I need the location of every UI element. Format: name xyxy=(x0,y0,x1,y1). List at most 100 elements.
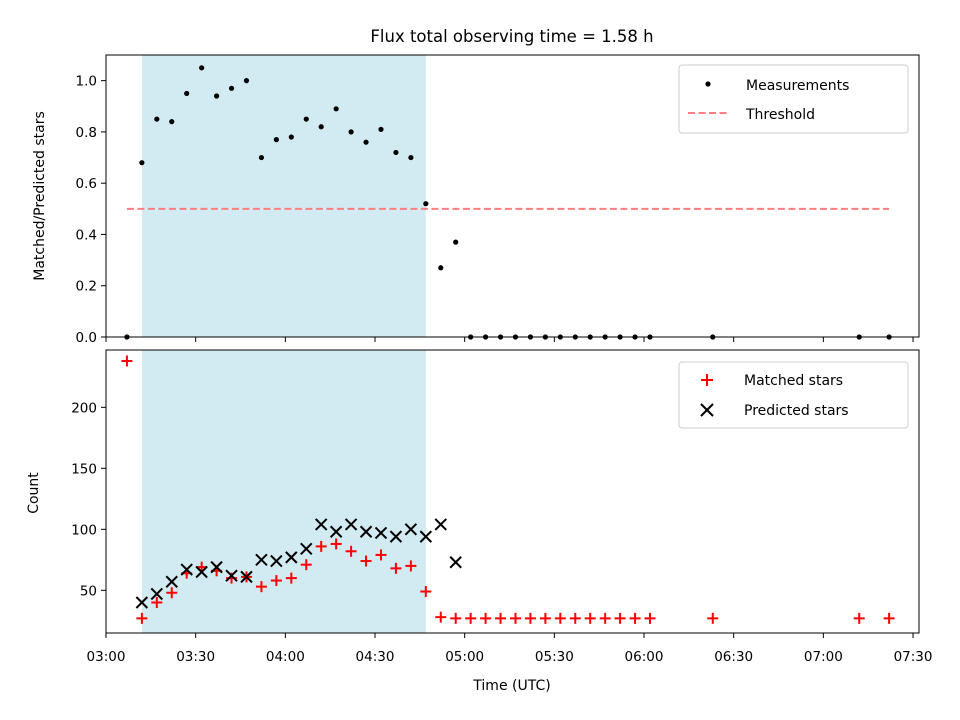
matched-stars-legend-label: Matched stars xyxy=(744,373,843,389)
matched-star-point xyxy=(435,611,447,623)
bottom-y-tick-label: 150 xyxy=(71,461,97,477)
matched-star-point xyxy=(614,612,626,624)
x-tick-label: 05:00 xyxy=(445,649,484,665)
threshold-legend-label: Threshold xyxy=(745,107,815,123)
predicted-star-point xyxy=(344,518,358,531)
x-tick-label: 04:30 xyxy=(356,649,395,665)
matched-star-point xyxy=(315,540,327,552)
measurement-point xyxy=(169,119,175,125)
top-x-ticks xyxy=(105,337,914,342)
measurement-point xyxy=(408,154,414,161)
predicted-star-point xyxy=(434,518,447,531)
measurement-point xyxy=(243,78,250,84)
bottom-y-tick-label: 50 xyxy=(80,583,97,599)
x-tick-label: 04:00 xyxy=(266,649,305,665)
measurement-points xyxy=(124,65,892,340)
measurement-point xyxy=(453,239,459,245)
matched-star-point xyxy=(330,538,342,550)
predicted-star-point xyxy=(225,569,238,582)
matched-star-point xyxy=(375,549,387,561)
predicted-star-point xyxy=(419,530,433,543)
chart-title: Flux total observing time = 1.58 h xyxy=(370,27,653,46)
x-tick-label: 05:30 xyxy=(535,649,574,665)
x-tick-label: 03:30 xyxy=(176,649,215,665)
shaded-window xyxy=(141,350,426,633)
measurements-legend-label: Measurements xyxy=(746,78,849,94)
predicted-star-point xyxy=(255,553,268,567)
predicted-star-point xyxy=(329,525,343,538)
predicted-star-point xyxy=(210,560,223,574)
matched-star-point xyxy=(390,562,402,574)
matched-star-point xyxy=(420,586,432,598)
top-y-ticks: 0.0 0.2 0.4 0.6 0.8 1.0 xyxy=(76,74,106,346)
measurement-point xyxy=(393,149,399,156)
measurement-point xyxy=(288,134,294,140)
predicted-stars-legend-marker xyxy=(700,403,714,417)
matched-star-point xyxy=(480,612,492,624)
predicted-star-point xyxy=(300,542,313,556)
top-y-tick-label: 0.0 xyxy=(76,330,97,346)
predicted-star-point xyxy=(180,563,193,576)
measurement-point xyxy=(378,126,384,132)
matched-star-point xyxy=(345,545,357,557)
x-tick-label: 06:30 xyxy=(714,649,753,665)
predicted-star-point xyxy=(389,530,403,543)
measurement-point xyxy=(228,85,235,91)
measurement-point xyxy=(199,65,205,71)
top-y-tick-label: 1.0 xyxy=(76,74,97,90)
matched-star-point xyxy=(360,555,372,567)
matched-star-point xyxy=(136,612,148,624)
measurement-point xyxy=(154,116,160,122)
bottom-y-axis-label: Count xyxy=(26,472,42,514)
predicted-star-points xyxy=(135,518,462,609)
matched-star-point xyxy=(300,559,312,571)
predicted-star-point xyxy=(270,554,283,568)
bottom-legend-box xyxy=(678,361,909,429)
top-legend: Measurements Threshold xyxy=(678,64,909,134)
top-axes-frame xyxy=(105,54,920,338)
top-y-tick-label: 0.8 xyxy=(76,125,97,141)
measurement-point xyxy=(303,116,309,122)
bottom-y-tick-label: 200 xyxy=(71,400,97,416)
predicted-star-point xyxy=(135,596,149,609)
top-panel: 0.0 0.2 0.4 0.6 0.8 1.0 Matched/Predicted sta… xyxy=(32,54,920,346)
measurement-point xyxy=(213,93,220,99)
x-tick-label: 03:00 xyxy=(87,649,126,665)
top-y-tick-label: 0.6 xyxy=(76,176,97,192)
matched-star-point xyxy=(853,612,865,624)
matched-star-point xyxy=(285,572,297,584)
bottom-y-ticks: 50 100 150 200 xyxy=(71,400,106,599)
top-legend-box xyxy=(678,64,909,134)
matched-star-point xyxy=(465,612,477,624)
matched-star-point xyxy=(644,612,656,624)
matched-star-point xyxy=(270,575,282,587)
x-tick-label: 06:00 xyxy=(625,649,664,665)
matched-star-point xyxy=(151,597,163,609)
matched-star-point xyxy=(495,612,507,624)
measurements-legend-marker xyxy=(705,81,711,87)
matched-star-point xyxy=(883,612,895,624)
measurement-point xyxy=(348,129,354,135)
top-y-tick-label: 0.2 xyxy=(76,279,97,295)
matched-star-point xyxy=(450,612,462,624)
bottom-axes-frame xyxy=(105,349,920,634)
bottom-legend: Matched stars Predicted stars xyxy=(678,361,909,429)
bottom-y-tick-label: 100 xyxy=(71,522,97,538)
measurement-point xyxy=(333,106,339,112)
measurement-point xyxy=(139,160,145,166)
matched-star-point xyxy=(569,612,581,624)
predicted-star-point xyxy=(314,518,328,531)
matched-star-point xyxy=(255,581,267,593)
predicted-star-point xyxy=(404,523,418,536)
top-shaded-window xyxy=(141,55,426,337)
matched-star-point xyxy=(629,612,641,624)
matched-star-point xyxy=(524,612,536,624)
predicted-star-point xyxy=(449,556,462,569)
predicted-star-point xyxy=(285,551,298,564)
matched-star-point xyxy=(509,612,521,624)
predicted-star-point xyxy=(374,526,388,540)
x-axis-label: Time (UTC) xyxy=(472,678,550,694)
top-y-axis-label: Matched/Predicted stars xyxy=(32,111,48,281)
predicted-stars-legend-label: Predicted stars xyxy=(744,403,849,419)
matched-star-point xyxy=(166,587,178,599)
